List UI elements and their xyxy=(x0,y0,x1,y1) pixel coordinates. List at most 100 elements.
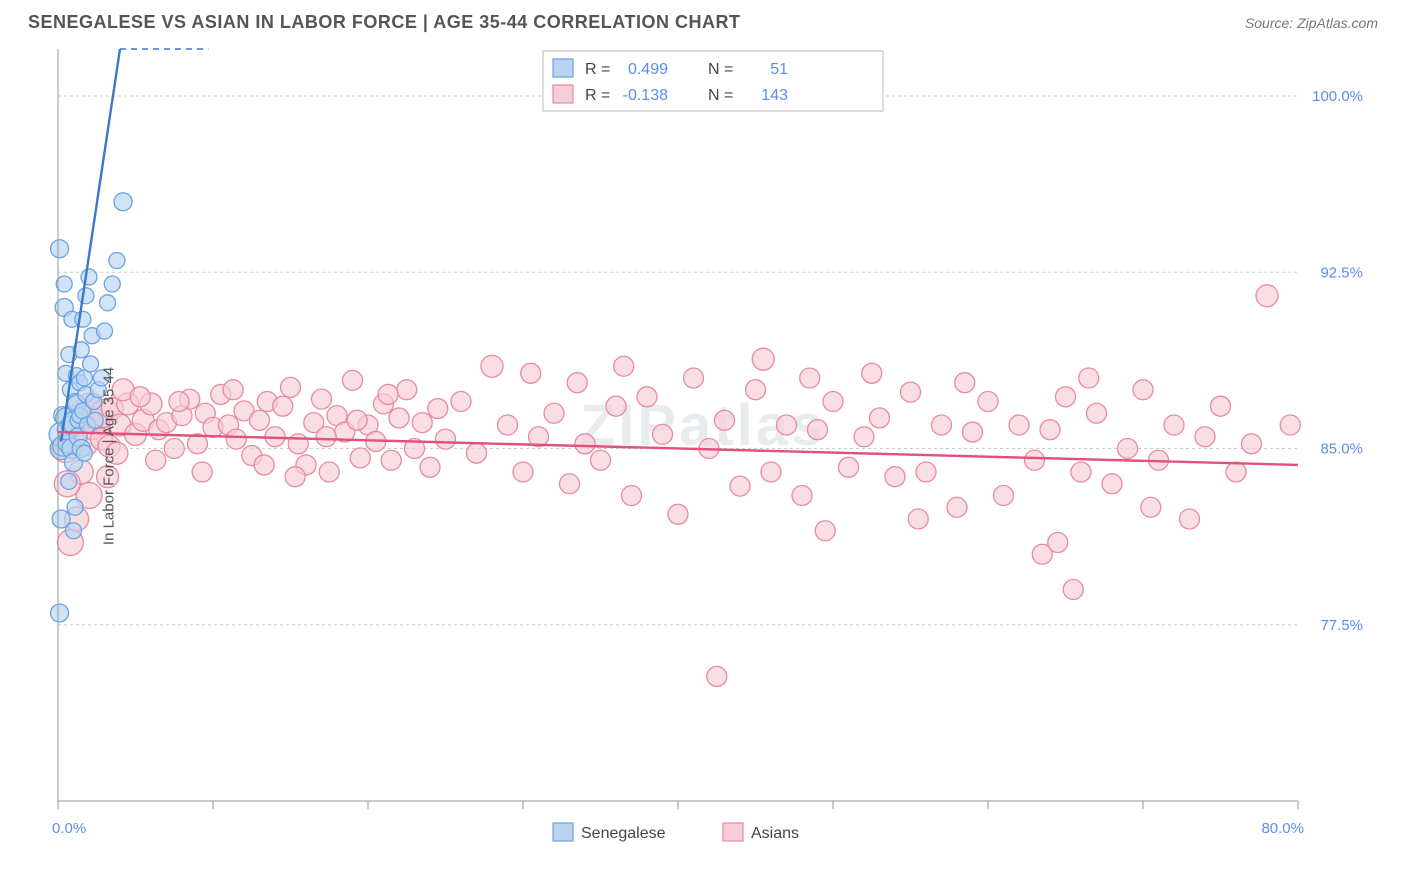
scatter-point xyxy=(932,415,952,435)
scatter-point xyxy=(947,497,967,517)
scatter-point xyxy=(567,373,587,393)
scatter-point xyxy=(1226,462,1246,482)
scatter-point xyxy=(614,356,634,376)
x-tick-label: 0.0% xyxy=(52,820,86,837)
y-tick-label: 100.0% xyxy=(1312,88,1363,105)
scatter-point xyxy=(481,355,503,377)
scatter-point xyxy=(1180,509,1200,529)
scatter-point xyxy=(513,462,533,482)
legend-n-value: 143 xyxy=(761,87,788,104)
scatter-point xyxy=(978,392,998,412)
scatter-point xyxy=(397,380,417,400)
scatter-point xyxy=(1133,380,1153,400)
y-axis-label: In Labor Force | Age 35-44 xyxy=(101,367,118,545)
scatter-point xyxy=(908,509,928,529)
scatter-point xyxy=(560,474,580,494)
scatter-point xyxy=(83,356,99,372)
scatter-point xyxy=(100,295,116,311)
scatter-point xyxy=(885,467,905,487)
scatter-point xyxy=(130,387,150,407)
scatter-point xyxy=(467,443,487,463)
scatter-point xyxy=(1079,368,1099,388)
scatter-point xyxy=(963,422,983,442)
scatter-point xyxy=(273,396,293,416)
scatter-point xyxy=(1102,474,1122,494)
scatter-point xyxy=(606,396,626,416)
y-tick-label: 77.5% xyxy=(1320,617,1363,634)
y-tick-label: 85.0% xyxy=(1320,441,1363,458)
scatter-point xyxy=(808,420,828,440)
scatter-point xyxy=(994,486,1014,506)
scatter-point xyxy=(76,445,92,461)
scatter-point xyxy=(1280,415,1300,435)
scatter-point xyxy=(777,415,797,435)
scatter-point xyxy=(350,448,370,468)
scatter-point xyxy=(544,403,564,423)
scatter-point xyxy=(285,467,305,487)
scatter-point xyxy=(622,486,642,506)
legend-r-value: -0.138 xyxy=(623,87,668,104)
scatter-point xyxy=(316,427,336,447)
scatter-point xyxy=(823,392,843,412)
scatter-point xyxy=(1071,462,1091,482)
scatter-point xyxy=(591,450,611,470)
scatter-point xyxy=(752,348,774,370)
scatter-point xyxy=(707,666,727,686)
scatter-point xyxy=(955,373,975,393)
scatter-point xyxy=(746,380,766,400)
scatter-point xyxy=(75,311,91,327)
scatter-point xyxy=(1195,427,1215,447)
scatter-point xyxy=(637,387,657,407)
scatter-point xyxy=(56,276,72,292)
scatter-point xyxy=(169,392,189,412)
scatter-point xyxy=(319,462,339,482)
scatter-point xyxy=(420,457,440,477)
scatter-point xyxy=(839,457,859,477)
chart-source: Source: ZipAtlas.com xyxy=(1245,15,1378,31)
scatter-point xyxy=(800,368,820,388)
scatter-point xyxy=(347,410,367,430)
scatter-point xyxy=(109,253,125,269)
scatter-point xyxy=(254,455,274,475)
scatter-point xyxy=(81,269,97,285)
legend-series-label: Asians xyxy=(751,825,799,842)
scatter-point xyxy=(1141,497,1161,517)
scatter-point xyxy=(1211,396,1231,416)
scatter-point xyxy=(1242,434,1262,454)
scatter-point xyxy=(223,380,243,400)
scatter-point xyxy=(1048,533,1068,553)
scatter-point xyxy=(52,510,70,528)
scatter-point xyxy=(51,240,69,258)
scatter-point xyxy=(575,434,595,454)
scatter-point xyxy=(164,439,184,459)
scatter-point xyxy=(653,424,673,444)
scatter-point xyxy=(815,521,835,541)
scatter-point xyxy=(78,288,94,304)
scatter-point xyxy=(1087,403,1107,423)
scatter-point xyxy=(412,413,432,433)
scatter-point xyxy=(104,276,120,292)
scatter-point xyxy=(288,434,308,454)
scatter-point xyxy=(1063,580,1083,600)
legend-n-value: 51 xyxy=(770,61,788,78)
legend-r-label: R = xyxy=(585,61,610,78)
scatter-point xyxy=(668,504,688,524)
scatter-point xyxy=(862,363,882,383)
legend-swatch xyxy=(553,85,573,103)
legend-n-label: N = xyxy=(708,87,733,104)
scatter-point xyxy=(226,429,246,449)
scatter-point xyxy=(114,193,132,211)
scatter-point xyxy=(916,462,936,482)
scatter-point xyxy=(730,476,750,496)
scatter-point xyxy=(281,377,301,397)
scatter-point xyxy=(684,368,704,388)
scatter-point xyxy=(67,499,83,515)
scatter-point xyxy=(389,408,409,428)
scatter-point xyxy=(436,429,456,449)
y-tick-label: 92.5% xyxy=(1320,264,1363,281)
legend-swatch xyxy=(723,823,743,841)
scatter-point xyxy=(428,399,448,419)
scatter-point xyxy=(97,323,113,339)
scatter-point xyxy=(1056,387,1076,407)
scatter-point xyxy=(312,389,332,409)
